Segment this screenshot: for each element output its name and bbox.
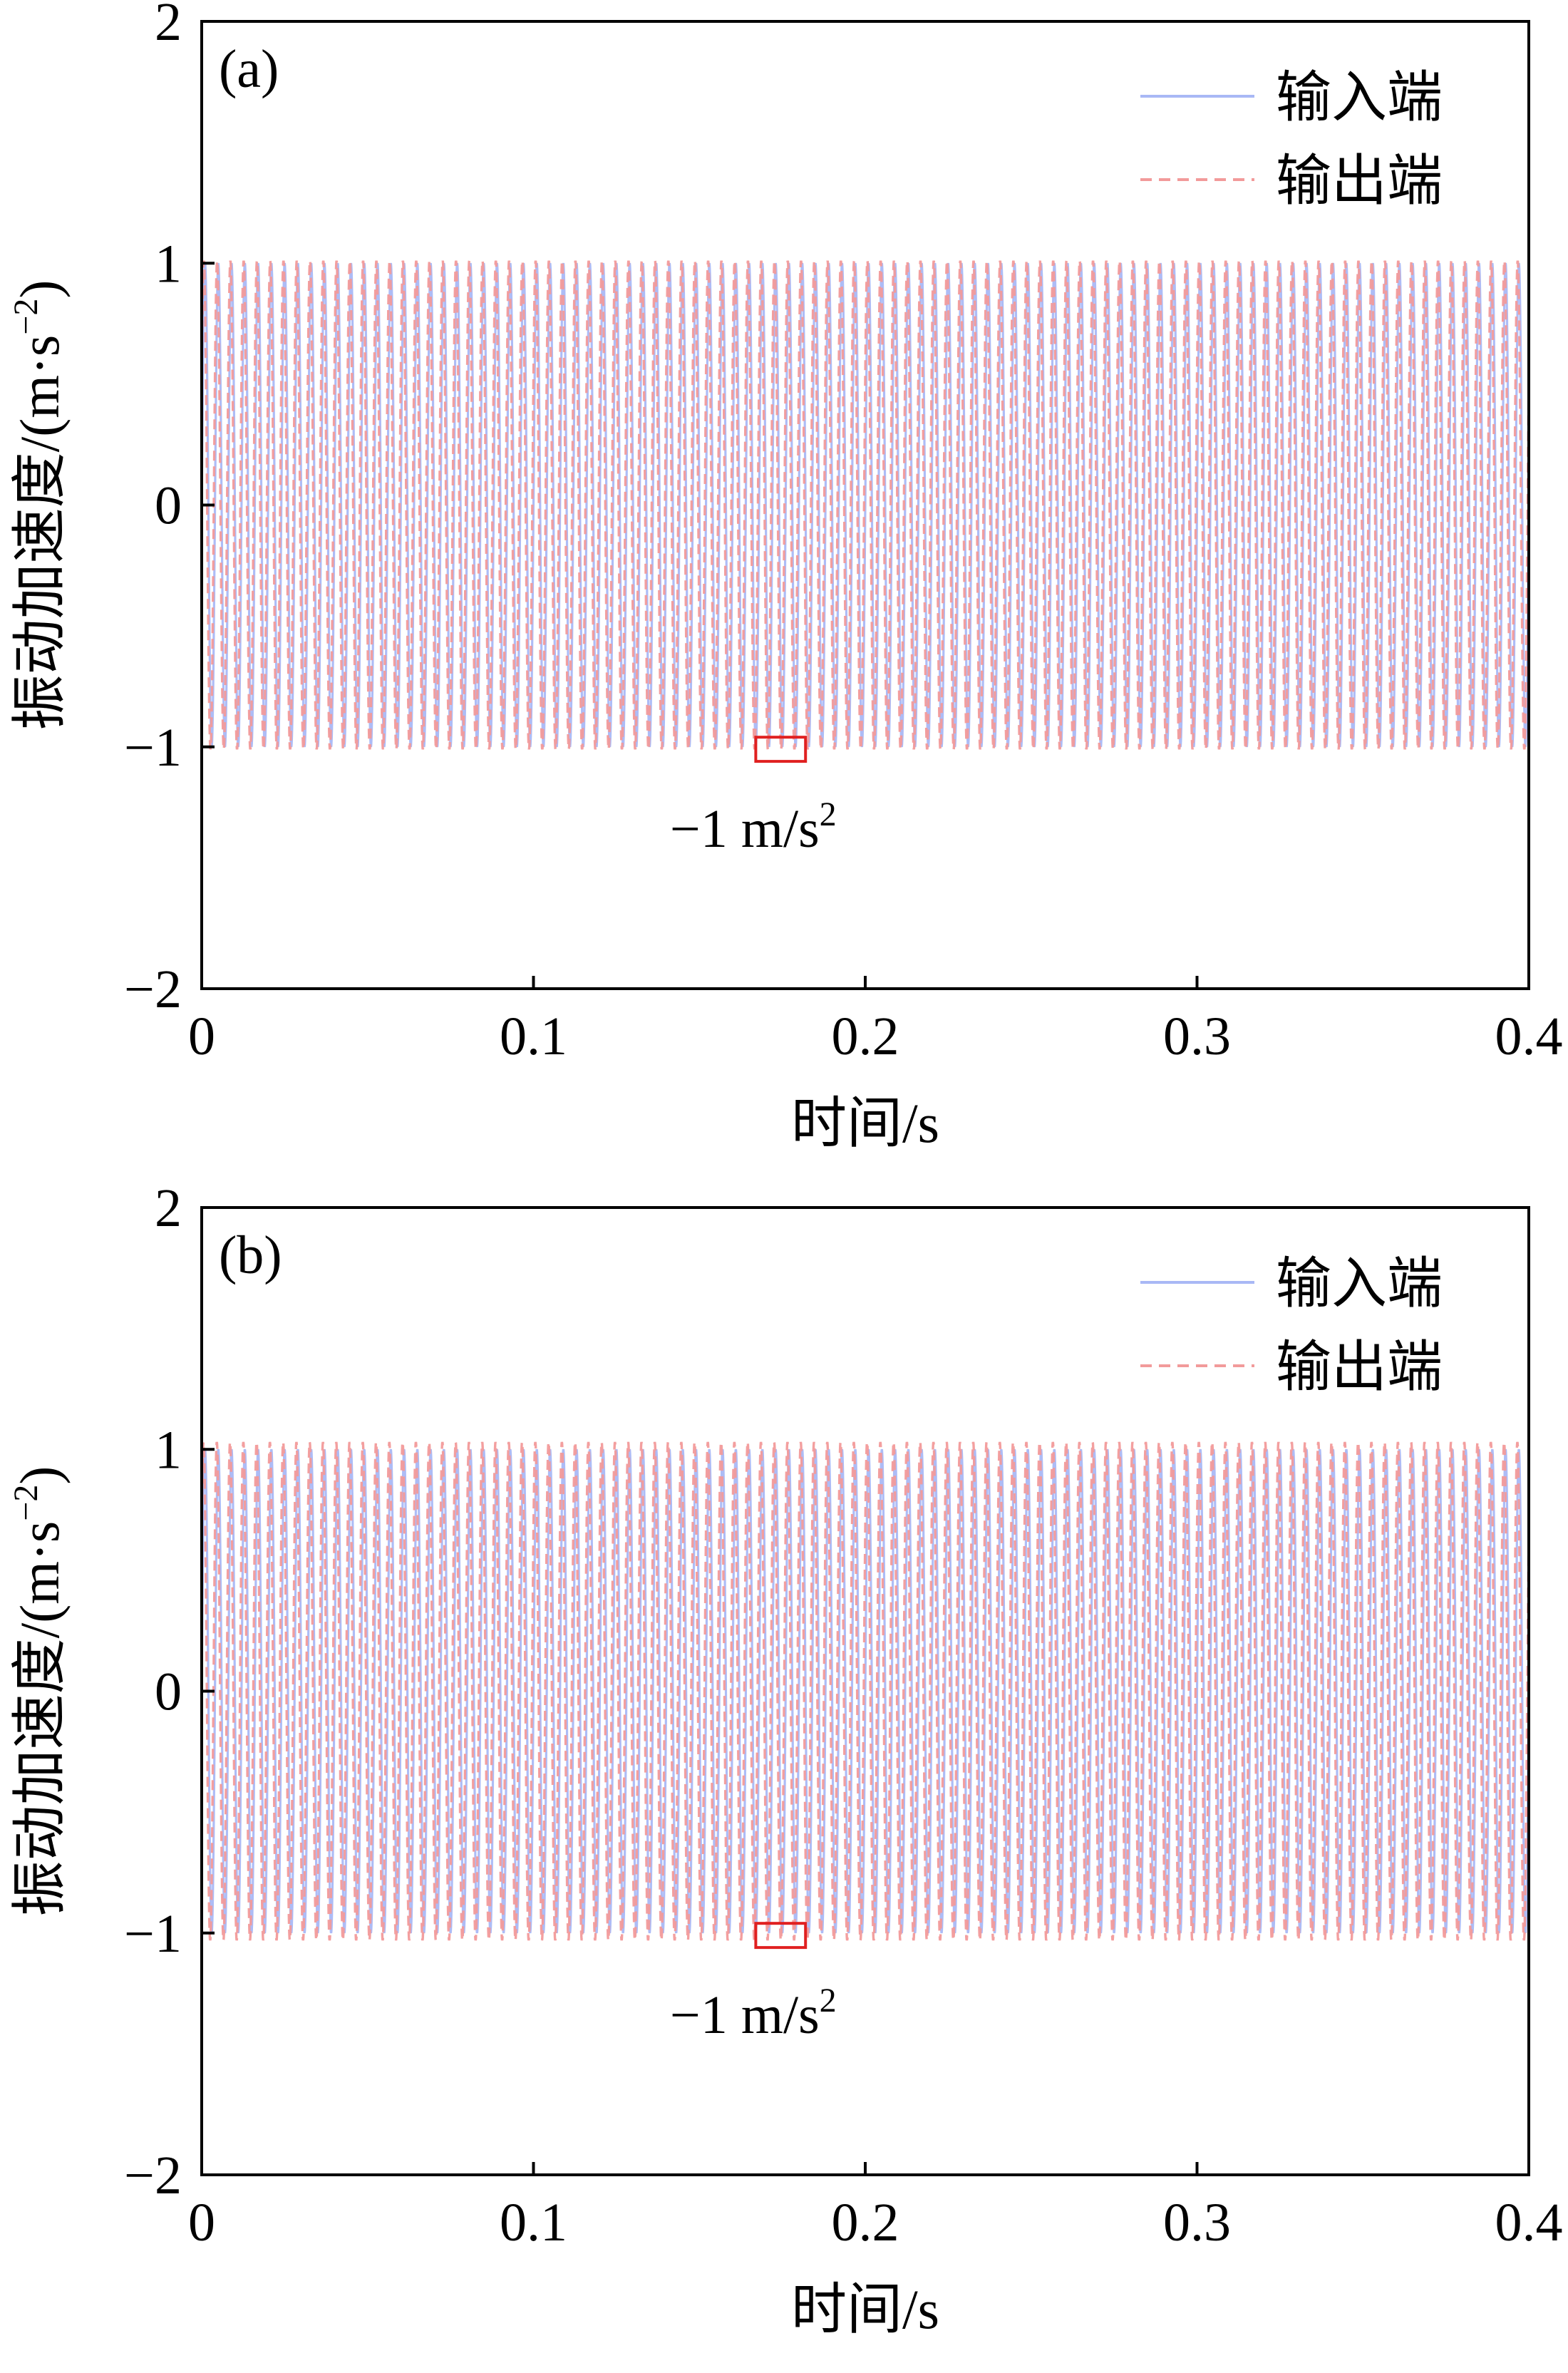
x-tick-label-4: 0.4	[1495, 2193, 1563, 2253]
series-layer-b	[200, 1441, 1530, 1941]
x-axis-title-b: 时间/s	[791, 2278, 939, 2340]
legend-a: 输入端 输出端	[1140, 66, 1443, 212]
x-tick-label-2: 0.2	[832, 2193, 899, 2253]
y-tick-label-2: 0	[155, 1662, 182, 1722]
legend-b: 输入端 输出端	[1140, 1252, 1443, 1398]
x-tick-label-0: 0	[188, 2193, 215, 2253]
panel-label-b: (b)	[219, 1225, 282, 1285]
ticks-layer-b: 0 0.1 0.2 0.3 0.4 −2 −1 0 1 2	[124, 1186, 1562, 2253]
y-axis-title-main-a: 振动加速度/(m·s	[9, 335, 71, 731]
y-tick-label-1: −1	[124, 718, 182, 778]
ticks-layer-a: 0 0.1 0.2 0.3 0.4 −2 −1 0 1 2	[124, 0, 1562, 1066]
y-tick-label-4: 2	[155, 1186, 182, 1238]
annotation-label-b: −1 m/s2	[670, 1982, 837, 2045]
series-layer-a	[200, 260, 1530, 750]
y-axis-title-b: 振动加速度/(m·s−2)	[7, 1466, 71, 1917]
x-axis-title-a: 时间/s	[791, 1092, 939, 1154]
annotation-exp-a: 2	[820, 796, 837, 833]
legend-label-output-b: 输出端	[1276, 1336, 1443, 1398]
annotation-exp-b: 2	[820, 1982, 837, 2019]
x-tick-label-1: 0.1	[500, 1007, 567, 1066]
series-output-line-a	[200, 260, 1530, 750]
y-axis-title-exp-b: −2	[7, 1485, 45, 1521]
plot-frame-a	[200, 20, 1530, 990]
y-axis-title-exp-a: −2	[7, 299, 45, 335]
legend-label-input-b: 输入端	[1276, 1252, 1443, 1314]
x-tick-label-4: 0.4	[1495, 1007, 1563, 1066]
series-output-line-b	[200, 1441, 1530, 1941]
legend-label-input-a: 输入端	[1276, 66, 1443, 128]
annotation-text-a: −1 m/s	[670, 799, 820, 859]
x-tick-label-0: 0	[188, 1007, 215, 1066]
x-tick-label-3: 0.3	[1163, 1007, 1231, 1066]
series-input-line-b	[200, 1448, 1530, 1934]
panel-label-a: (a)	[219, 39, 279, 99]
y-axis-title-close-a: )	[9, 280, 71, 299]
y-tick-label-3: 1	[155, 234, 182, 294]
y-tick-label-2: 0	[155, 476, 182, 536]
y-axis-title-main-b: 振动加速度/(m·s	[9, 1521, 71, 1917]
chart-panel-b: 0 0.1 0.2 0.3 0.4 −2 −1 0 1 2 (b) 输入端 输出端 −1 m/s2…	[0, 1186, 1568, 2372]
y-axis-title-a: 振动加速度/(m·s−2)	[7, 280, 71, 731]
y-tick-label-4: 2	[155, 0, 182, 52]
x-tick-label-3: 0.3	[1163, 2193, 1231, 2253]
y-tick-label-0: −2	[124, 2146, 182, 2205]
legend-label-output-a: 输出端	[1276, 150, 1443, 212]
annotation-box-b	[754, 1922, 808, 1950]
y-tick-label-3: 1	[155, 1420, 182, 1480]
x-tick-label-1: 0.1	[500, 2193, 567, 2253]
annotation-box-a	[754, 736, 808, 763]
annotation-text-b: −1 m/s	[670, 1985, 820, 2045]
y-tick-label-1: −1	[124, 1904, 182, 1964]
chart-panel-a: 0 0.1 0.2 0.3 0.4 −2 −1 0 1 2 (a) 输入端 输出端 −1 m/s2…	[0, 0, 1568, 1186]
x-tick-label-2: 0.2	[832, 1007, 899, 1066]
annotation-label-a: −1 m/s2	[670, 796, 837, 859]
plot-frame-b	[200, 1206, 1530, 2176]
y-tick-label-0: −2	[124, 959, 182, 1019]
y-axis-title-close-b: )	[9, 1466, 71, 1485]
